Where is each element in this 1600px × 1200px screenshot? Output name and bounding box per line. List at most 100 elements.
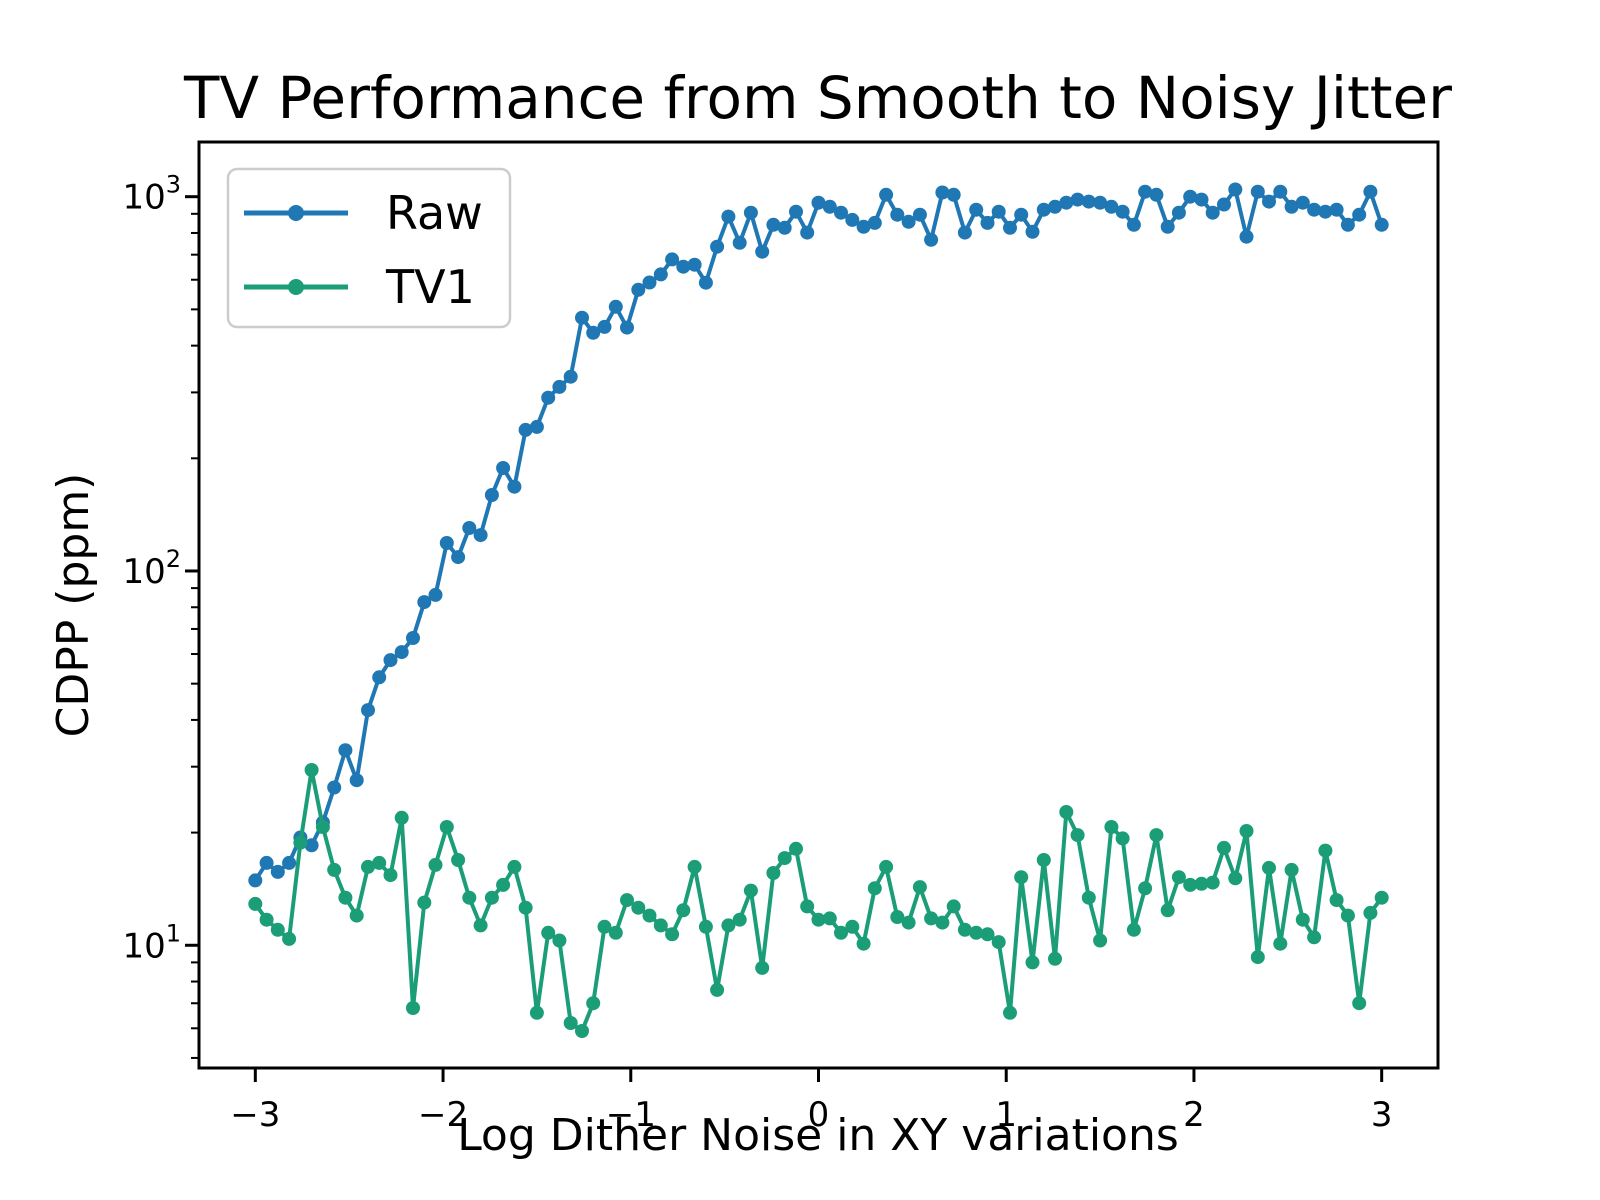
raw-data-point — [1070, 192, 1085, 207]
raw-data-point — [879, 187, 894, 202]
raw-data-point — [732, 235, 747, 250]
raw-data-point — [507, 479, 522, 494]
tv1-data-point — [879, 859, 894, 874]
tv1-data-point — [1081, 890, 1096, 905]
tv1-data-point — [484, 890, 499, 905]
tv1-data-point — [946, 899, 961, 914]
tv1-data-point — [912, 880, 927, 895]
raw-data-point — [721, 209, 736, 224]
raw-data-point — [1081, 194, 1096, 209]
raw-data-point — [687, 257, 702, 272]
tv1-data-point — [1217, 840, 1231, 855]
tv1-data-point — [349, 908, 364, 923]
raw-data-point — [1363, 184, 1378, 199]
raw-data-point — [428, 587, 443, 602]
tv1-data-point — [1126, 922, 1141, 937]
raw-data-point — [935, 185, 950, 200]
tv1-data-point — [1273, 936, 1288, 951]
raw-data-point — [912, 207, 927, 222]
tv1-data-point — [1239, 824, 1254, 838]
legend: Raw TV1 — [226, 167, 512, 329]
tv1-data-point — [698, 919, 713, 934]
tv1-data-point — [856, 936, 871, 951]
tv1-data-point — [969, 925, 984, 940]
raw-data-point — [541, 390, 556, 405]
tv1-data-point — [259, 912, 274, 927]
raw-data-point — [822, 199, 837, 214]
x-tick-label: 3 — [1371, 1095, 1393, 1135]
tv1-data-point — [935, 915, 950, 930]
raw-data-point — [1025, 224, 1040, 239]
raw-data-point — [1205, 205, 1220, 220]
tv1-data-point — [811, 912, 826, 927]
tv1-data-point — [1149, 828, 1164, 843]
raw-data-point — [1138, 184, 1153, 199]
raw-data-point — [349, 773, 364, 788]
tv1-data-point — [1070, 828, 1085, 843]
tv1-data-point — [1284, 862, 1299, 877]
tv1-data-point — [270, 922, 285, 937]
raw-data-point — [1340, 217, 1355, 232]
raw-data-point — [1104, 199, 1119, 214]
raw-data-point — [1048, 199, 1062, 214]
tv1-data-point — [586, 996, 601, 1011]
raw-data-point — [811, 195, 826, 210]
raw-data-point — [665, 252, 680, 267]
tv1-data-point — [1307, 930, 1322, 945]
raw-data-point — [856, 219, 871, 234]
raw-data-point — [338, 743, 353, 758]
raw-data-point — [676, 259, 691, 274]
raw-data-point — [946, 187, 961, 202]
raw-data-point — [957, 225, 972, 240]
tv1-data-point — [687, 859, 702, 874]
raw-data-point — [1250, 184, 1265, 199]
raw-data-point — [1307, 202, 1322, 217]
raw-data-point — [800, 225, 815, 240]
tv1-data-point — [1025, 955, 1040, 970]
raw-data-point — [653, 267, 668, 282]
raw-data-point — [867, 215, 882, 230]
raw-data-point — [383, 653, 398, 668]
tv1-data-point — [1295, 912, 1310, 927]
legend-raw-marker — [288, 205, 304, 221]
raw-data-point — [698, 275, 713, 290]
raw-data-point — [372, 670, 387, 685]
raw-data-point — [248, 873, 263, 888]
raw-data-point — [631, 282, 646, 297]
raw-data-point — [1115, 204, 1130, 219]
tv1-data-point — [518, 900, 533, 915]
x-tick-label: −1 — [606, 1095, 656, 1135]
x-tick-label: 2 — [1183, 1095, 1205, 1135]
raw-data-point — [394, 645, 409, 660]
raw-data-point — [282, 855, 297, 870]
tv1-data-point — [248, 896, 263, 911]
raw-data-point — [327, 780, 342, 795]
x-tick-label: −2 — [418, 1095, 468, 1135]
raw-data-point — [575, 310, 589, 325]
tv1-data-point — [563, 1016, 578, 1030]
raw-data-point — [1284, 199, 1299, 214]
raw-data-point — [710, 239, 725, 254]
tv1-data-point — [743, 883, 758, 898]
raw-data-point — [845, 212, 860, 227]
tv1-data-point — [383, 868, 398, 883]
raw-data-point — [1126, 217, 1141, 232]
tv1-data-point — [608, 925, 623, 940]
raw-data-point — [1295, 195, 1310, 210]
tv1-data-point — [890, 910, 905, 924]
raw-data-point — [1262, 194, 1276, 209]
raw-data-point — [642, 275, 657, 290]
y-tick-label: 102 — [122, 545, 181, 592]
tv1-data-point — [1194, 876, 1209, 891]
tv1-data-point — [529, 1005, 544, 1020]
raw-data-point — [406, 631, 420, 645]
tv1-data-point — [1228, 871, 1243, 886]
tv1-data-point — [496, 877, 511, 892]
raw-data-point — [473, 528, 488, 543]
tv1-data-point — [777, 851, 792, 866]
tv1-data-point — [1329, 893, 1344, 908]
tv1-data-point — [1250, 950, 1265, 965]
tv1-data-point — [1374, 890, 1389, 905]
